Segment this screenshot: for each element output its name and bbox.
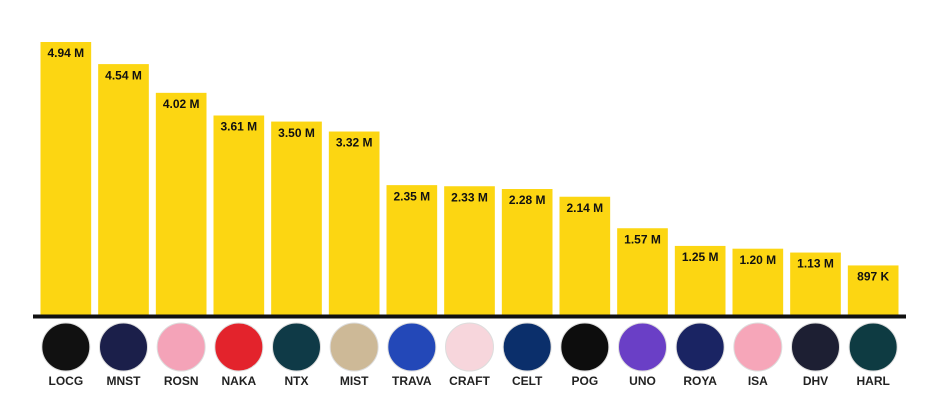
token-icon <box>99 322 148 372</box>
bar <box>732 248 784 315</box>
token-icon <box>272 322 321 372</box>
token-icon <box>791 322 840 372</box>
x-tick-label: TRAVA <box>392 374 432 388</box>
value-label: 2.35 M <box>393 189 430 203</box>
x-tick-label: DHV <box>803 374 828 388</box>
bar <box>386 185 438 315</box>
value-label: 897 K <box>857 270 889 284</box>
bar <box>617 228 668 315</box>
bar <box>847 265 899 315</box>
x-tick-label: MNST <box>107 374 142 388</box>
x-tick-label: MIST <box>340 374 369 388</box>
value-label: 1.13 M <box>797 257 834 271</box>
value-label: 2.33 M <box>451 190 488 204</box>
bar <box>790 252 841 315</box>
value-label: 1.57 M <box>624 232 661 246</box>
x-tick-label: NTX <box>285 374 309 388</box>
bar <box>328 131 380 315</box>
token-icon <box>214 322 264 372</box>
token-icon <box>618 322 667 372</box>
x-tick-label: ROYA <box>683 374 717 388</box>
x-tick-label: HARL <box>857 374 890 388</box>
bar <box>674 245 726 315</box>
value-label: 4.02 M <box>163 97 200 111</box>
x-tick-label: ROSN <box>164 374 199 388</box>
value-label: 3.61 M <box>220 120 257 134</box>
token-icon <box>387 322 437 372</box>
token-icon <box>848 322 898 372</box>
bar <box>559 196 611 315</box>
bar <box>40 42 92 315</box>
x-tick-label: CRAFT <box>449 374 490 388</box>
value-label: 2.14 M <box>566 201 603 215</box>
token-icon <box>733 322 783 372</box>
value-label: 2.28 M <box>509 193 546 207</box>
bar <box>271 121 322 315</box>
value-label: 4.94 M <box>47 46 84 60</box>
bar <box>444 186 495 315</box>
value-label: 3.50 M <box>278 126 315 140</box>
value-label: 3.32 M <box>336 136 373 150</box>
x-tick-label: CELT <box>512 374 543 388</box>
bar <box>155 92 207 315</box>
bar <box>501 189 553 315</box>
value-label: 1.25 M <box>682 250 719 264</box>
token-icon <box>560 322 610 372</box>
token-icon <box>675 322 725 372</box>
token-icon <box>156 322 206 372</box>
value-label: 1.20 M <box>739 253 776 267</box>
x-tick-label: NAKA <box>221 374 256 388</box>
x-tick-label: UNO <box>629 374 656 388</box>
x-tick-label: ISA <box>748 374 768 388</box>
token-icon <box>329 322 379 372</box>
token-icon <box>445 322 494 372</box>
value-label: 4.54 M <box>105 68 142 82</box>
bar <box>98 64 149 316</box>
bar <box>213 115 265 315</box>
x-tick-label: LOCG <box>48 374 83 388</box>
x-tick-label: POG <box>571 374 598 388</box>
token-icon <box>41 322 91 372</box>
token-icon <box>502 322 552 372</box>
